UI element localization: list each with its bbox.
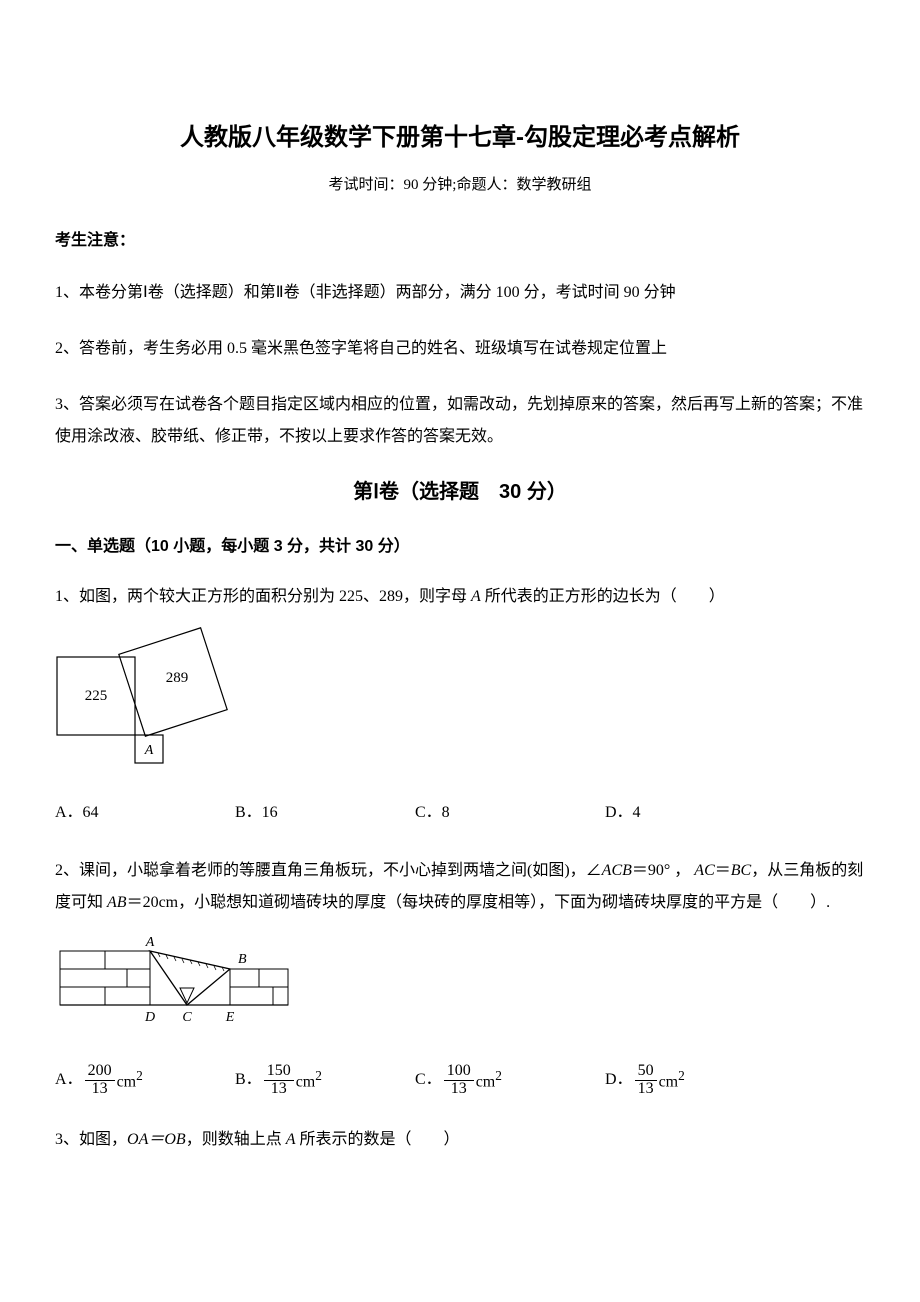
fig2-E: E	[225, 1010, 235, 1025]
q1-option-d: D．4	[605, 797, 765, 829]
q2-b-frac: 15013	[264, 1063, 294, 1098]
notice-item-1: 1、本卷分第Ⅰ卷（选择题）和第Ⅱ卷（非选择题）两部分，满分 100 分，考试时间…	[55, 277, 865, 309]
fig1-right-val: 289	[166, 670, 189, 686]
q1-text-pre: 1、如图，两个较大正方形的面积分别为 225、289，则字母	[55, 588, 471, 605]
q3-var: OA＝OB	[127, 1131, 186, 1148]
question-2-text: 2、课间，小聪拿着老师的等腰直角三角板玩，不小心掉到两墙之间(如图)，∠ACB＝…	[55, 855, 865, 919]
q2-option-a: A． 20013 cm2	[55, 1063, 235, 1098]
q2-d-frac: 5013	[635, 1063, 657, 1098]
q2-b-unit: cm2	[296, 1063, 322, 1098]
q2-c-label: C．	[415, 1064, 442, 1096]
question-2: 2、课间，小聪拿着老师的等腰直角三角板玩，不小心掉到两墙之间(如图)，∠ACB＝…	[55, 855, 865, 1098]
notice-item-3: 3、答案必须写在试卷各个题目指定区域内相应的位置，如需改动，先划掉原来的答案，然…	[55, 389, 865, 453]
q1-text-post: 所代表的正方形的边长为（ ）	[481, 588, 725, 605]
q2-d-unit: cm2	[659, 1063, 685, 1098]
q3-post: 所表示的数是（ ）	[295, 1131, 459, 1148]
question-1-figure: 225 289 A	[55, 627, 865, 779]
question-1-options: A．64 B．16 C．8 D．4	[55, 797, 865, 829]
q2-a-frac: 20013	[85, 1063, 115, 1098]
q1-option-c: C．8	[415, 797, 605, 829]
section-1-header: 第Ⅰ卷（选择题 30 分）	[55, 477, 865, 507]
q3-pre: 3、如图，	[55, 1131, 127, 1148]
q2-c-frac: 10013	[444, 1063, 474, 1098]
q2-text: 2、课间，小聪拿着老师的等腰直角三角板玩，不小心掉到两墙之间(如图)，∠ACB＝…	[55, 862, 863, 911]
q2-a-unit: cm2	[117, 1063, 143, 1098]
question-2-options: A． 20013 cm2 B． 15013 cm2 C． 10013 cm2 D…	[55, 1063, 865, 1098]
fig1-label-a: A	[144, 743, 154, 758]
question-1: 1、如图，两个较大正方形的面积分别为 225、289，则字母 A 所代表的正方形…	[55, 581, 865, 829]
q2-a-label: A．	[55, 1064, 83, 1096]
fig2-B: B	[238, 952, 247, 967]
question-3-text: 3、如图，OA＝OB，则数轴上点 A 所表示的数是（ ）	[55, 1124, 865, 1156]
fig2-C: C	[182, 1010, 192, 1025]
question-2-figure: A B C D E	[55, 933, 865, 1045]
page-title: 人教版八年级数学下册第十七章-勾股定理必考点解析	[55, 120, 865, 156]
question-3: 3、如图，OA＝OB，则数轴上点 A 所表示的数是（ ）	[55, 1124, 865, 1156]
fig1-left-val: 225	[85, 688, 108, 704]
q2-option-b: B． 15013 cm2	[235, 1063, 415, 1098]
q2-d-label: D．	[605, 1064, 633, 1096]
q2-option-c: C． 10013 cm2	[415, 1063, 605, 1098]
q2-b-label: B．	[235, 1064, 262, 1096]
q1-var: A	[471, 588, 481, 605]
fig2-A: A	[145, 935, 155, 950]
q2-option-d: D． 5013 cm2	[605, 1063, 765, 1098]
notice-header: 考生注意：	[55, 229, 865, 253]
page-subtitle: 考试时间：90 分钟;命题人：数学教研组	[55, 174, 865, 197]
q1-option-a: A．64	[55, 797, 235, 829]
part-1-header: 一、单选题（10 小题，每小题 3 分，共计 30 分）	[55, 535, 865, 559]
notice-item-2: 2、答卷前，考生务必用 0.5 毫米黑色签字笔将自己的姓名、班级填写在试卷规定位…	[55, 333, 865, 365]
question-1-text: 1、如图，两个较大正方形的面积分别为 225、289，则字母 A 所代表的正方形…	[55, 581, 865, 613]
fig2-D: D	[144, 1010, 155, 1025]
q3-mid: ，则数轴上点	[186, 1131, 286, 1148]
q2-c-unit: cm2	[476, 1063, 502, 1098]
q1-option-b: B．16	[235, 797, 415, 829]
